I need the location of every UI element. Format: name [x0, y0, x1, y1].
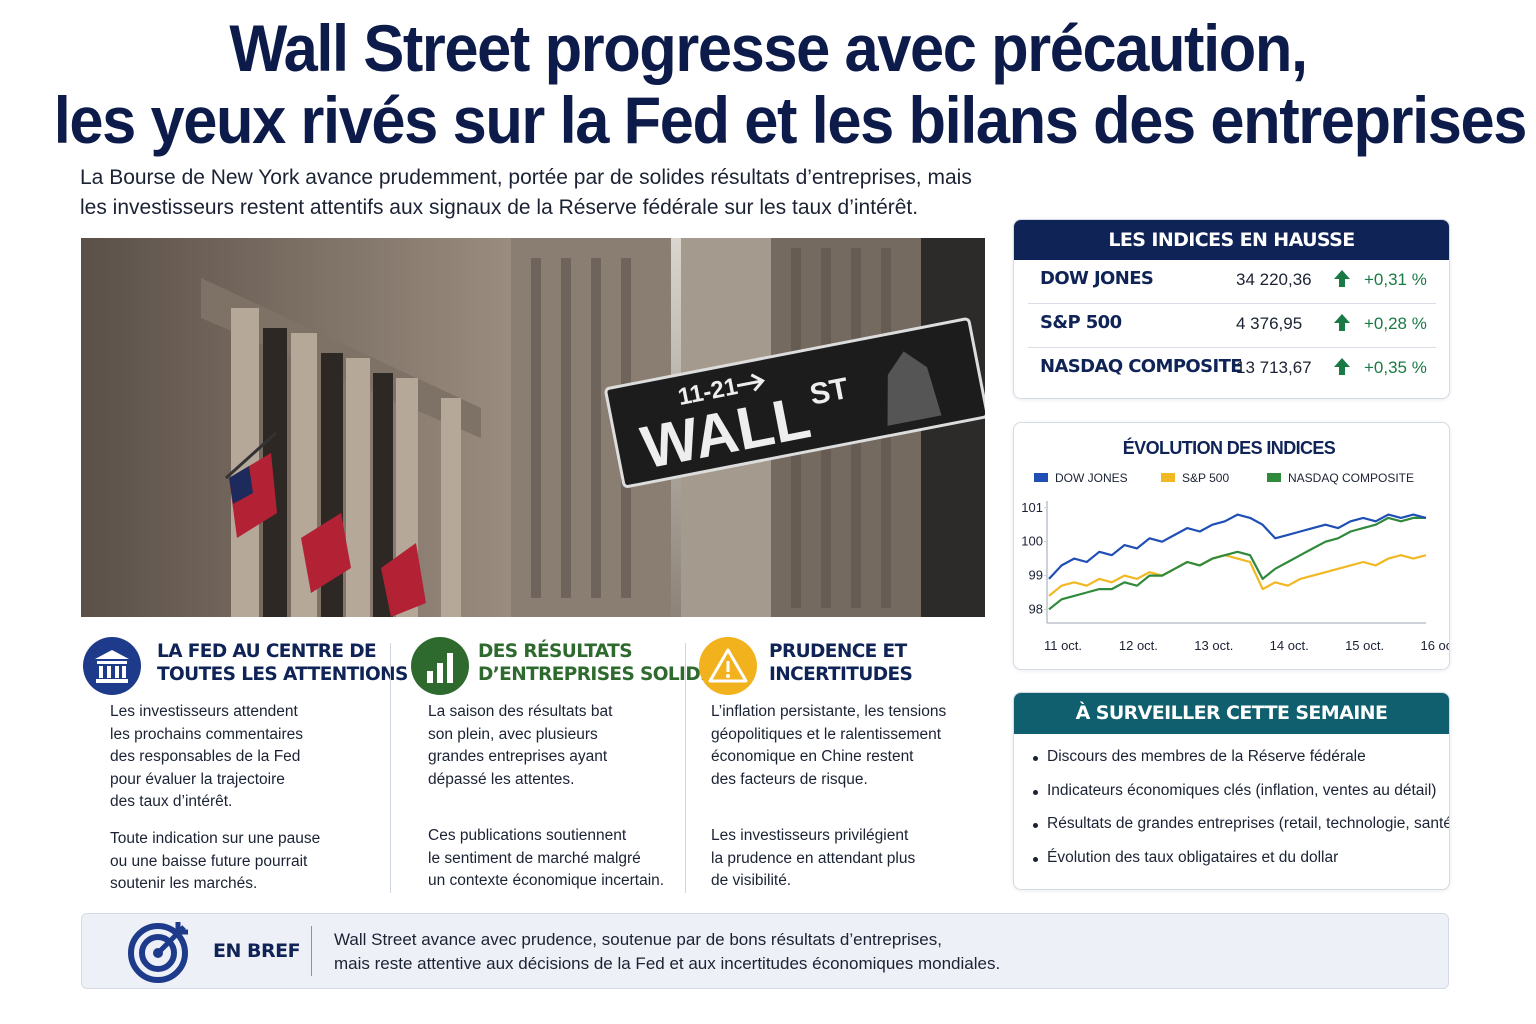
section-text: Les investisseurs privilégient — [711, 827, 909, 844]
index-name: S&P 500 — [1040, 312, 1122, 333]
sign-suffix: ST — [807, 372, 851, 412]
watch-panel: À SURVEILLER CETTE SEMAINE Discours des … — [1013, 692, 1450, 890]
title-line: les yeux rivés sur la Fed et les bilans … — [53, 83, 1528, 157]
section-text: L’inflation persistante, les tensions — [711, 703, 947, 720]
section-text: pour évaluer la trajectoire — [110, 770, 285, 788]
photo: 11-21 WALL ST — [81, 238, 985, 617]
title-line: Wall Street progresse avec précaution, — [229, 11, 1308, 85]
summary-line: Wall Street avance avec prudence, souten… — [334, 930, 942, 949]
legend-label: NASDAQ COMPOSITE — [1288, 471, 1414, 485]
section-icon — [699, 637, 757, 695]
section-text: la prudence en attendant plus — [711, 849, 916, 867]
index-change: +0,28 % — [1364, 314, 1427, 333]
watch-item: Résultats de grandes entreprises (retail… — [1047, 815, 1450, 832]
section-text: des facteurs de risque. — [711, 770, 868, 788]
up-arrow — [1334, 270, 1350, 287]
y-tick-label: 100 — [1021, 534, 1043, 549]
section-heading: LA FED AU CENTRE DE — [157, 641, 377, 662]
panel-title: LES INDICES EN HAUSSE — [1014, 220, 1449, 260]
section-text: des taux d’intérêt. — [110, 793, 233, 810]
section-text: Les investisseurs attendent — [110, 703, 298, 720]
subtitle-line: les investisseurs restent attentifs aux … — [80, 196, 919, 219]
section-text: économique en Chine restent — [711, 748, 914, 765]
y-tick-label: 98 — [1029, 601, 1043, 616]
x-tick-label: 16 oct. — [1420, 638, 1449, 653]
section-heading: INCERTITUDES — [769, 664, 913, 685]
bullet — [1033, 856, 1038, 862]
series-line — [1048, 513, 1427, 580]
series-line — [1048, 516, 1426, 611]
legend-swatch — [1267, 473, 1281, 482]
index-value: 34 220,36 — [1236, 270, 1312, 289]
row-separator — [1028, 303, 1436, 304]
section-text: La saison des résultats bat — [428, 703, 613, 720]
index-change: +0,31 % — [1364, 270, 1427, 289]
divider — [390, 643, 391, 893]
chart-panel: ÉVOLUTION DES INDICES DOW JONES S&P 500 NAS… — [1013, 422, 1450, 670]
target-icon — [128, 922, 188, 983]
panel-title: À SURVEILLER CETTE SEMAINE — [1014, 693, 1449, 734]
chart-title: ÉVOLUTION DES INDICES — [1123, 437, 1336, 458]
section-text: les prochains commentaires — [110, 725, 303, 743]
section-heading: TOUTES LES ATTENTIONS — [157, 664, 408, 685]
x-tick-label: 13 oct. — [1194, 638, 1233, 653]
section-text: dépassé les attentes. — [428, 770, 575, 788]
section-text: un contexte économique incertain. — [428, 872, 665, 889]
row-separator — [1028, 347, 1436, 348]
x-tick-label: 12 oct. — [1119, 638, 1158, 653]
up-arrow — [1334, 358, 1350, 375]
x-tick-label: 11 oct. — [1044, 638, 1082, 653]
index-name: DOW JONES — [1040, 268, 1154, 289]
index-name: NASDAQ COMPOSITE — [1040, 356, 1243, 377]
summary-label: EN BREF — [213, 940, 301, 962]
chart: ÉVOLUTION DES INDICES DOW JONES S&P 500 NAS… — [1021, 437, 1449, 653]
section-text: soutenir les marchés. — [110, 875, 258, 892]
legend-swatch — [1034, 473, 1048, 482]
section-text: de visibilité. — [711, 872, 792, 889]
summary-line: mais reste attentive aux décisions de la… — [334, 954, 1001, 973]
section-text: Toute indication sur une pause — [110, 830, 321, 847]
legend-label: DOW JONES — [1055, 471, 1128, 485]
bullet — [1033, 823, 1038, 828]
bullet — [1033, 789, 1038, 795]
section-heading: PRUDENCE ET — [769, 641, 907, 662]
flag — [224, 431, 426, 617]
up-arrow — [1334, 314, 1350, 331]
divider — [685, 643, 686, 893]
legend-label: S&P 500 — [1182, 471, 1229, 485]
section-icon — [83, 637, 141, 695]
section-text: ou une baisse future pourrait — [110, 852, 308, 870]
y-tick-label: 101 — [1021, 500, 1043, 515]
series-line — [1048, 554, 1427, 597]
watch-item: Évolution des taux obligataires et du do… — [1047, 848, 1339, 866]
section-text: Ces publications soutiennent — [428, 827, 627, 844]
section-text: le sentiment de marché malgré — [428, 849, 641, 867]
summary-bar: EN BREF Wall Street avance avec prudence… — [81, 913, 1449, 989]
bullet — [1033, 756, 1038, 761]
subtitle-line: La Bourse de New York avance prudemment,… — [80, 166, 972, 189]
section-text: des responsables de la Fed — [110, 748, 301, 765]
section-heading: D’ENTREPRISES SOLIDES — [478, 664, 725, 685]
index-value: 13 713,67 — [1236, 358, 1312, 377]
section-text: grandes entreprises ayant — [428, 748, 608, 765]
index-value: 4 376,95 — [1236, 314, 1303, 333]
section-heading: DES RÉSULTATS — [478, 641, 633, 662]
summary-text: Wall Street avance avec prudence, souten… — [334, 928, 1000, 976]
divider — [311, 926, 312, 976]
index-change: +0,35 % — [1364, 358, 1427, 377]
section-text: géopolitiques et le ralentissement — [711, 725, 942, 743]
legend-swatch — [1161, 473, 1175, 482]
watch-item: Discours des membres de la Réserve fédér… — [1047, 748, 1366, 765]
indices-panel: LES INDICES EN HAUSSE DOW JONES 34 220,36… — [1013, 219, 1450, 399]
watch-item: Indicateurs économiques clés (inflation,… — [1047, 781, 1437, 799]
section-text: son plein, avec plusieurs — [428, 725, 598, 743]
x-tick-label: 14 oct. — [1270, 638, 1309, 653]
x-tick-label: 15 oct. — [1345, 638, 1384, 653]
section-icon — [411, 637, 469, 695]
y-tick-label: 99 — [1029, 568, 1043, 583]
